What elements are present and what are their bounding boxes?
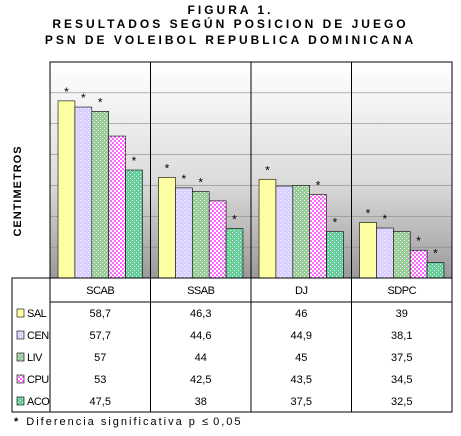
bar-scab-cen <box>74 106 93 279</box>
table-cell: 47,5 <box>90 396 111 408</box>
bar-sdpc-sal <box>359 222 377 279</box>
bar-scab-liv <box>91 111 109 279</box>
legend-swatch-liv <box>16 352 25 362</box>
legend-swatch-aco <box>16 396 25 406</box>
bar-sdpc-cen <box>376 227 394 279</box>
table-cell: 44,6 <box>190 330 211 342</box>
footnote-value: 0,05 <box>213 416 243 428</box>
legend-swatch-cpu <box>16 374 25 384</box>
table-cell: 37,5 <box>291 396 312 408</box>
table-cell: 38 <box>195 396 207 408</box>
bar-dj-sal <box>258 178 277 279</box>
significance-mark: * <box>333 216 338 230</box>
bar-scab-cpu <box>108 135 126 279</box>
significance-mark: * <box>232 213 237 227</box>
footnote-symbol: ≤ <box>201 416 209 428</box>
significance-mark: * <box>64 85 69 99</box>
table-cell: 46,3 <box>190 308 211 320</box>
significance-mark: * <box>98 95 103 109</box>
table-cell: 57,7 <box>90 330 111 342</box>
bar-sdpc-liv <box>393 231 411 279</box>
footnote-text: Diferencia significativa p <box>26 416 197 428</box>
table-cell: 37,5 <box>391 352 412 364</box>
significance-mark: * <box>81 91 86 105</box>
legend-label-cpu: CPU <box>27 374 49 386</box>
table-cell: 45 <box>295 352 307 364</box>
table-cell: 42,5 <box>190 374 211 386</box>
significance-mark: * <box>182 172 187 186</box>
bar-scab-aco <box>125 169 143 279</box>
category-label-scab: SCAB <box>86 285 114 297</box>
bar-sdpc-aco <box>426 262 445 279</box>
legend-label-sal: SAL <box>27 308 47 320</box>
significance-mark: * <box>366 206 371 220</box>
legend-swatch-cen <box>16 330 25 340</box>
significance-mark: * <box>416 234 421 248</box>
legend-label-cen: CEN <box>27 330 49 342</box>
bar-ssab-cen <box>175 187 193 279</box>
significance-mark: * <box>383 212 388 226</box>
table-cell: 44,9 <box>291 330 312 342</box>
bar-dj-aco <box>326 231 344 279</box>
footnote-mark: * <box>14 416 21 428</box>
figure-number: FIGURA 1. <box>187 3 274 17</box>
table-cell: 39 <box>396 308 408 320</box>
significance-mark: * <box>198 176 203 190</box>
significance-mark: * <box>265 163 270 177</box>
table-cell: 46 <box>295 308 307 320</box>
legend-swatch-sal <box>16 308 25 318</box>
significance-mark: * <box>132 154 137 168</box>
chart-subtitle: PSN DE VOLEIBOL REPUBLICA DOMINICANA <box>44 33 417 47</box>
significance-mark: * <box>433 247 438 261</box>
table-cell: 57 <box>94 352 106 364</box>
bar-ssab-cpu <box>208 200 227 279</box>
bar-ssab-sal <box>158 177 176 279</box>
footnote: * Diferencia significativa p ≤ 0,05 <box>14 416 243 428</box>
bar-ssab-liv <box>192 191 210 279</box>
category-label-dj: DJ <box>295 285 307 297</box>
y-axis-label: CENTIMETROS <box>12 145 24 237</box>
bar-scab-sal <box>57 100 76 279</box>
data-table-frame <box>11 277 453 413</box>
table-cell: 43,5 <box>291 374 312 386</box>
bar-sdpc-cpu <box>409 249 428 279</box>
significance-mark: * <box>316 179 321 193</box>
bar-dj-cen <box>275 185 294 279</box>
category-label-ssab: SSAB <box>187 285 215 297</box>
table-cell: 44 <box>195 352 207 364</box>
significance-mark: * <box>165 161 170 175</box>
table-cell: 38,1 <box>391 330 412 342</box>
table-cell: 32,5 <box>391 396 412 408</box>
bar-dj-cpu <box>309 194 327 279</box>
table-cell: 34,5 <box>391 374 412 386</box>
chart-title: RESULTADOS SEGÚN POSICION DE JUEGO <box>52 17 409 31</box>
legend-label-aco: ACO <box>27 396 50 408</box>
table-cell: 58,7 <box>90 308 111 320</box>
category-label-sdpc: SDPC <box>387 285 416 297</box>
legend-label-liv: LIV <box>27 352 43 364</box>
bar-dj-liv <box>292 185 310 279</box>
bar-ssab-aco <box>225 228 244 279</box>
table-cell: 53 <box>94 374 106 386</box>
